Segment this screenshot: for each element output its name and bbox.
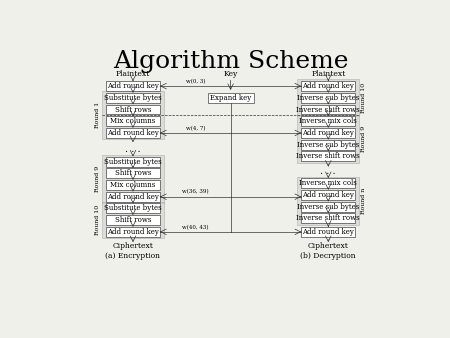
FancyBboxPatch shape: [301, 140, 356, 150]
Text: . . .: . . .: [125, 145, 141, 154]
Text: . . .: . . .: [320, 167, 336, 176]
FancyBboxPatch shape: [301, 93, 356, 103]
FancyBboxPatch shape: [102, 155, 164, 203]
Text: Shift rows: Shift rows: [115, 105, 151, 114]
Text: Add round key: Add round key: [302, 191, 354, 199]
FancyBboxPatch shape: [301, 116, 356, 126]
Text: w(36, 39): w(36, 39): [182, 190, 209, 195]
Text: Plaintext: Plaintext: [311, 70, 346, 78]
Text: Mix columns: Mix columns: [110, 117, 156, 125]
FancyBboxPatch shape: [106, 116, 160, 126]
Text: Substitute bytes: Substitute bytes: [104, 204, 162, 212]
Text: Algorithm Scheme: Algorithm Scheme: [113, 50, 348, 73]
Text: Add round key: Add round key: [302, 228, 354, 236]
Text: Round 10: Round 10: [361, 82, 366, 113]
Text: (b) Decryption: (b) Decryption: [301, 252, 356, 260]
Text: w(0, 3): w(0, 3): [185, 79, 205, 84]
Text: (a) Encryption: (a) Encryption: [105, 252, 161, 260]
Text: Round 9: Round 9: [361, 126, 366, 152]
Text: Inverse shift rows: Inverse shift rows: [297, 152, 360, 160]
FancyBboxPatch shape: [106, 104, 160, 115]
FancyBboxPatch shape: [102, 91, 164, 140]
Text: Add round key: Add round key: [107, 82, 159, 90]
FancyBboxPatch shape: [301, 227, 356, 237]
FancyBboxPatch shape: [106, 180, 160, 190]
FancyBboxPatch shape: [106, 227, 160, 237]
FancyBboxPatch shape: [106, 215, 160, 225]
FancyBboxPatch shape: [297, 79, 359, 116]
FancyBboxPatch shape: [106, 81, 160, 91]
Text: Inverse shift rows: Inverse shift rows: [297, 214, 360, 222]
Text: Round n: Round n: [361, 188, 366, 214]
Text: Inverse sub bytes: Inverse sub bytes: [297, 141, 360, 149]
Text: Round 10: Round 10: [95, 205, 100, 235]
Text: Inverse shift rows: Inverse shift rows: [297, 105, 360, 114]
Text: Mix columns: Mix columns: [110, 181, 156, 189]
Text: Shift rows: Shift rows: [115, 216, 151, 224]
Text: Ciphertext: Ciphertext: [112, 242, 153, 250]
Text: w(40, 43): w(40, 43): [182, 224, 208, 230]
FancyBboxPatch shape: [301, 128, 356, 138]
FancyBboxPatch shape: [301, 151, 356, 161]
Text: w(4, 7): w(4, 7): [185, 126, 205, 131]
Text: Add round key: Add round key: [107, 228, 159, 236]
FancyBboxPatch shape: [106, 168, 160, 178]
Text: Inverse sub bytes: Inverse sub bytes: [297, 202, 360, 211]
Text: Round 9: Round 9: [95, 166, 100, 192]
Text: Shift rows: Shift rows: [115, 169, 151, 177]
FancyBboxPatch shape: [301, 81, 356, 91]
Text: Add round key: Add round key: [302, 129, 354, 137]
FancyBboxPatch shape: [301, 202, 356, 212]
Text: Expand key: Expand key: [210, 94, 251, 102]
FancyBboxPatch shape: [102, 202, 164, 238]
FancyBboxPatch shape: [297, 115, 359, 163]
FancyBboxPatch shape: [301, 104, 356, 115]
FancyBboxPatch shape: [106, 93, 160, 103]
Text: Round 1: Round 1: [95, 102, 100, 128]
Text: Substitute bytes: Substitute bytes: [104, 94, 162, 102]
FancyBboxPatch shape: [106, 203, 160, 213]
Text: Ciphertext: Ciphertext: [308, 242, 349, 250]
Text: Add round key: Add round key: [107, 193, 159, 201]
Text: Key: Key: [224, 70, 238, 78]
Text: Inverse mix cols: Inverse mix cols: [299, 179, 357, 187]
FancyBboxPatch shape: [106, 156, 160, 167]
Text: Add round key: Add round key: [302, 82, 354, 90]
FancyBboxPatch shape: [301, 213, 356, 223]
Text: Inverse mix cols: Inverse mix cols: [299, 117, 357, 125]
Text: Plaintext: Plaintext: [116, 70, 150, 78]
FancyBboxPatch shape: [106, 192, 160, 202]
Text: Substitute bytes: Substitute bytes: [104, 158, 162, 166]
FancyBboxPatch shape: [106, 128, 160, 138]
FancyBboxPatch shape: [301, 178, 356, 188]
Text: Inverse sub bytes: Inverse sub bytes: [297, 94, 360, 102]
FancyBboxPatch shape: [301, 190, 356, 200]
Text: Add round key: Add round key: [107, 129, 159, 137]
FancyBboxPatch shape: [207, 93, 254, 103]
FancyBboxPatch shape: [297, 177, 359, 225]
